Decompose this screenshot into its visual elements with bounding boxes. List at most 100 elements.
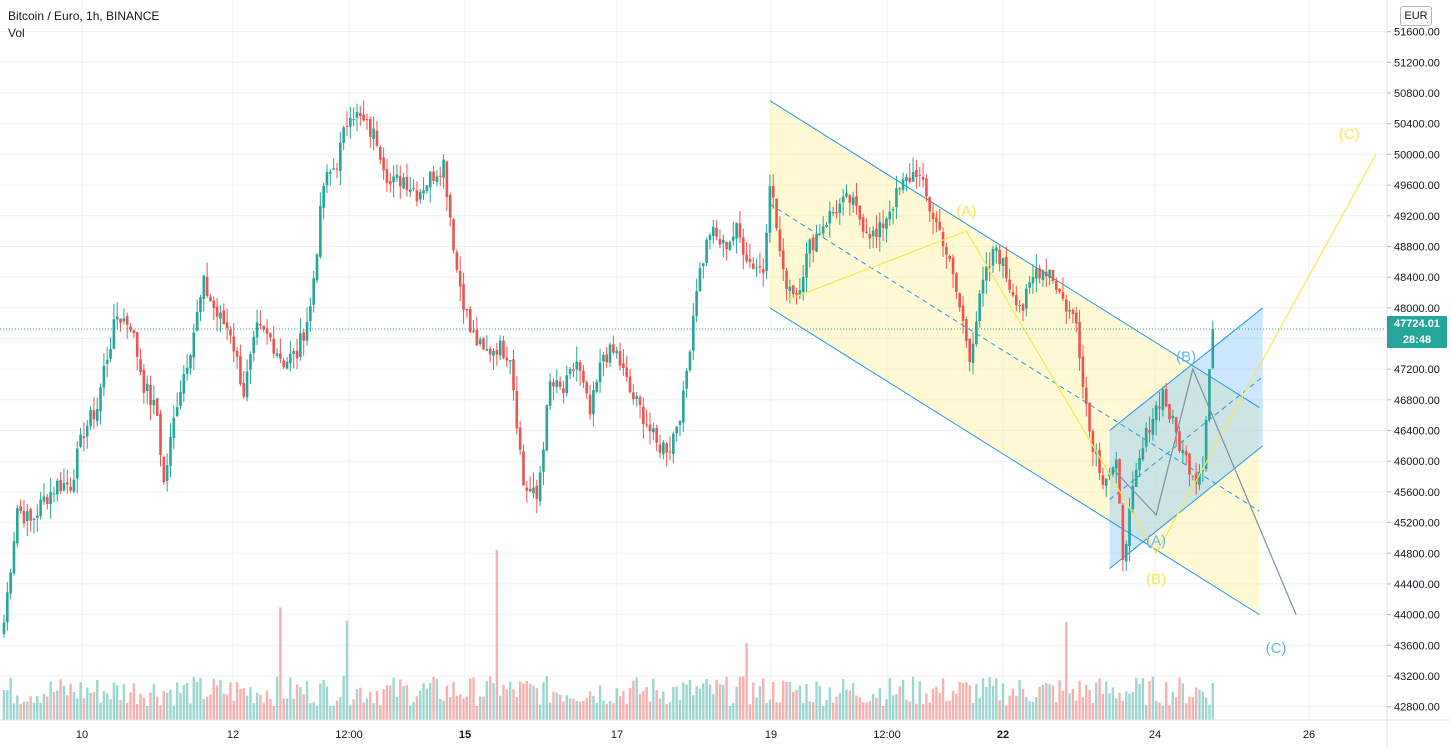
candle (1184, 445, 1188, 466)
candle-body (26, 511, 29, 522)
x-tick-label: 15 (459, 729, 471, 741)
candle-body (179, 391, 182, 406)
volume-bar (1088, 689, 1091, 720)
candle-body (1018, 305, 1021, 307)
volume-bar (36, 696, 39, 720)
candle-body (625, 367, 629, 377)
volume-bar (179, 693, 182, 720)
currency-badge[interactable]: EUR (1400, 6, 1432, 26)
candle (975, 311, 978, 348)
y-tick-label: 43600.00 (1394, 640, 1440, 652)
candle-body (555, 380, 559, 387)
candle (1138, 449, 1141, 478)
candle (179, 380, 182, 410)
candle (965, 316, 968, 348)
candle-body (458, 270, 462, 287)
candle (395, 164, 399, 182)
volume-bar (512, 689, 515, 720)
candle (1081, 344, 1085, 399)
candle-body (605, 354, 609, 363)
candle-body (1154, 405, 1158, 421)
candle (791, 284, 795, 299)
candle (941, 227, 945, 258)
candle-body (881, 223, 885, 228)
volume-bar (675, 686, 678, 720)
candle (828, 201, 832, 238)
candle (498, 335, 502, 361)
candle-body (285, 361, 289, 369)
candle-body (798, 290, 802, 296)
volume-bar (192, 677, 196, 720)
volume-bar (142, 697, 146, 720)
candle (755, 258, 758, 277)
volume-bar (958, 681, 961, 720)
candle-body (1174, 417, 1178, 433)
candle-body (765, 232, 768, 272)
volume-bar (385, 684, 389, 720)
volume-bar (112, 682, 116, 720)
candle-body (615, 350, 619, 354)
candle (1124, 540, 1128, 571)
candle (1008, 268, 1011, 294)
candle-body (482, 338, 485, 350)
candle (825, 221, 828, 228)
candle-body (185, 367, 189, 374)
volume-bar (945, 700, 948, 720)
candle (768, 174, 772, 243)
candle-body (695, 291, 698, 316)
volume-bar (938, 693, 941, 720)
candle-body (545, 405, 549, 451)
volume-bar (988, 676, 991, 720)
candle-body (172, 417, 176, 438)
candle (558, 376, 562, 390)
candle-body (775, 198, 778, 229)
candle-body (642, 406, 645, 425)
candle (59, 472, 62, 494)
candle (1141, 437, 1145, 462)
volume-bar (815, 681, 818, 720)
candle (349, 106, 352, 139)
candle-body (279, 353, 282, 359)
candle (705, 237, 708, 267)
candle-body (815, 234, 818, 252)
candle (495, 343, 499, 366)
candle (788, 279, 792, 304)
candle (75, 441, 79, 494)
volume-bar (755, 697, 758, 720)
candle (608, 342, 612, 367)
candle (378, 145, 382, 164)
volume-bar (782, 680, 785, 720)
volume-bar (1194, 687, 1198, 720)
candle (1104, 478, 1108, 498)
candle (229, 326, 232, 344)
candle-body (748, 258, 752, 263)
candle-body (552, 382, 555, 387)
blue-channel-lower (1109, 445, 1264, 569)
candle-body (618, 351, 622, 366)
candle-body (202, 275, 206, 300)
candle-body (232, 336, 236, 352)
candle-body (292, 351, 296, 354)
candle (385, 159, 389, 192)
volume-bar (169, 689, 172, 720)
candle (289, 340, 292, 372)
candle (239, 344, 242, 386)
y-tick-label: 44000.00 (1394, 610, 1440, 622)
candle (72, 469, 76, 494)
candle (1015, 285, 1018, 312)
candle-body (472, 330, 475, 332)
volume-bar (1055, 701, 1058, 720)
candle (525, 480, 529, 503)
volume-label[interactable]: Vol (8, 26, 25, 40)
candle-body (891, 209, 895, 211)
volume-bar (545, 676, 548, 720)
volume-bar (582, 700, 585, 720)
symbol-title[interactable]: Bitcoin / Euro, 1h, BINANCE (8, 9, 160, 23)
candle-body (1111, 467, 1115, 475)
volume-bar (1011, 688, 1015, 720)
volume-bar (745, 643, 748, 720)
candle (925, 173, 928, 202)
volume-bar (52, 692, 56, 720)
volume-bar (505, 689, 509, 720)
